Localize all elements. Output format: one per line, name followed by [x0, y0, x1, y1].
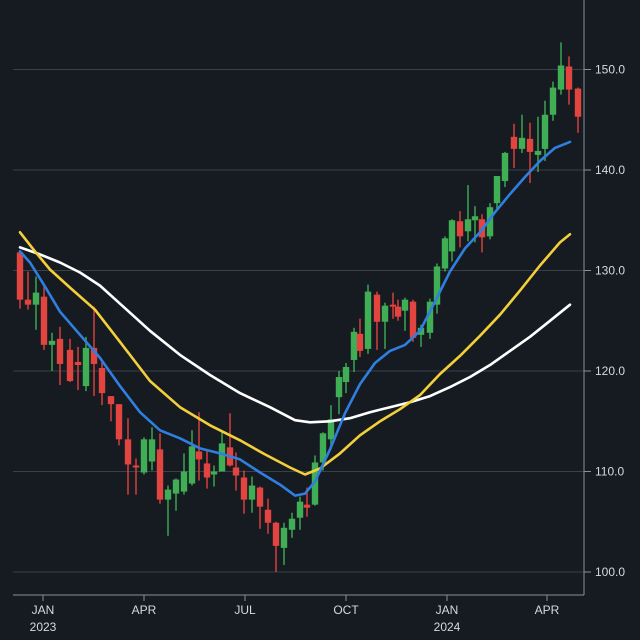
candle-up [280, 522, 288, 565]
candle-up [48, 332, 56, 371]
candle-down [389, 292, 397, 319]
candle-up [448, 219, 456, 262]
candle-down [203, 450, 211, 489]
y-tick-label: 150.0 [595, 63, 625, 77]
candle-up [164, 485, 172, 536]
x-axis-ticks: JAN 2023 APR JUL OCT JAN 2024 APR [30, 595, 560, 634]
y-axis-ticks: 100.0 110.0 120.0 130.0 140.0 150.0 [584, 63, 625, 579]
candle-up [288, 512, 296, 538]
candle-up [248, 476, 256, 513]
candle-up [433, 263, 441, 314]
candle-up [218, 430, 226, 472]
candle-up [335, 371, 343, 415]
candle-down [66, 338, 74, 383]
candle-down [256, 486, 264, 529]
candle-up [82, 336, 90, 392]
candle-up [486, 203, 494, 240]
x-tick-label: APR [535, 603, 560, 617]
x-tick-label: JUL [234, 603, 256, 617]
candle-down [565, 56, 573, 105]
candle-up [180, 453, 188, 495]
candle-up [464, 185, 472, 242]
candle-down [574, 87, 582, 133]
candle-up [327, 405, 335, 450]
y-tick-label: 140.0 [595, 163, 625, 177]
candle-up [501, 151, 509, 188]
candle-down [394, 299, 402, 321]
candle-down [373, 291, 381, 350]
ma-line-fast [18, 140, 572, 497]
candle-down [56, 326, 64, 386]
axes [13, 0, 585, 596]
x-tick-label: JAN [436, 603, 459, 617]
x-tick-label: OCT [333, 603, 359, 617]
candle-up [210, 465, 218, 487]
candle-up [350, 327, 358, 373]
candle-down [115, 404, 123, 446]
candle-down [510, 123, 518, 168]
candle-down [124, 418, 132, 495]
candle-down [195, 412, 203, 481]
candle-down [356, 318, 364, 357]
ma-line-slow [18, 246, 572, 424]
moving-average-lines [18, 140, 572, 497]
candle-up [140, 437, 148, 475]
y-tick-label: 130.0 [595, 264, 625, 278]
x-tick-year-label: 2024 [434, 620, 461, 634]
candle-down [156, 433, 164, 504]
candle-down [24, 271, 32, 310]
candle-down [240, 470, 248, 514]
x-tick-label: JAN [32, 603, 55, 617]
x-tick-year-label: 2023 [30, 620, 57, 634]
candle-up [441, 236, 449, 272]
candle-up [493, 176, 501, 212]
candle-up [148, 427, 156, 471]
candle-down [107, 396, 115, 422]
candle-down [409, 299, 417, 342]
y-tick-label: 100.0 [595, 565, 625, 579]
x-tick-label: APR [132, 603, 157, 617]
candle-up [296, 496, 304, 530]
candle-up [557, 42, 565, 95]
candle-down [456, 211, 464, 248]
candle-up [549, 81, 557, 121]
y-tick-label: 110.0 [595, 465, 624, 479]
candle-up [381, 302, 389, 349]
candle-up [172, 478, 180, 511]
candle-down [16, 251, 24, 309]
candle-down [40, 286, 48, 350]
candle-up [401, 297, 409, 331]
y-tick-label: 120.0 [595, 364, 625, 378]
candle-up [518, 114, 526, 153]
candle-up [364, 284, 372, 354]
candle-up [188, 430, 196, 486]
candle-down [132, 458, 140, 495]
candle-down [264, 498, 272, 534]
candle-up [342, 362, 350, 394]
candle-down [98, 361, 106, 406]
candle-up [541, 100, 549, 161]
candle-up [32, 276, 40, 330]
candle-down [74, 346, 82, 391]
candle-down [272, 521, 280, 572]
candle-up [426, 298, 434, 339]
